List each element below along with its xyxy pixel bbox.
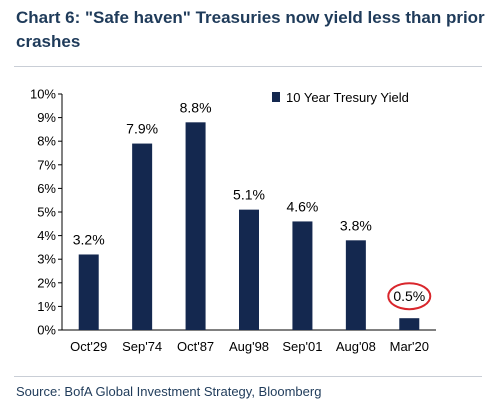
bar [185,122,206,330]
source-note: Source: BofA Global Investment Strategy,… [16,384,322,399]
x-tick-label: Aug'08 [336,339,376,354]
data-label: 8.8% [180,99,212,115]
x-tick-label: Mar'20 [390,339,429,354]
data-label: 3.2% [73,231,105,247]
y-tick-label: 8% [37,134,56,149]
legend-label: 10 Year Tresury Yield [286,90,409,105]
data-label: 3.8% [340,217,372,233]
bar [132,143,153,330]
legend: 10 Year Tresury Yield [272,90,409,105]
y-tick-label: 5% [37,205,56,220]
x-tick-label: Oct'29 [70,339,107,354]
bar [399,318,420,330]
bar [239,209,259,330]
data-label: 4.6% [286,198,318,214]
highlight-circle [387,282,432,311]
bar [292,221,313,330]
x-tick-label: Sep'74 [122,339,162,354]
legend-swatch [272,92,280,102]
x-tick-label: Sep'01 [282,339,322,354]
y-tick-label: 10% [30,87,56,102]
data-label: 7.9% [126,121,158,137]
y-tick-label: 6% [37,181,56,196]
data-label: 5.1% [233,187,265,203]
y-tick-label: 7% [37,157,56,172]
bar [345,240,366,330]
source-rule [14,376,482,377]
bar [78,254,99,330]
y-tick-label: 3% [37,252,56,267]
title-rule [14,66,482,67]
y-axis: 0% 1% 2% 3% 4% 5% 6% 7% 8% 9% 10% [30,87,63,338]
bars [78,122,420,330]
y-tick-label: 4% [37,228,56,243]
data-label: 0.5% [393,288,425,304]
data-labels: 3.2% 7.9% 8.8% 5.1% 4.6% 3.8% 0.5% [73,99,432,311]
x-tick-label: Aug'98 [229,339,269,354]
chart-title: Chart 6: "Safe haven" Treasuries now yie… [16,8,485,51]
y-tick-label: 1% [37,299,56,314]
x-axis: Oct'29 Sep'74 Oct'87 Aug'98 Sep'01 Aug'08 Mar'… [62,329,436,354]
x-tick-label: Oct'87 [177,339,214,354]
y-tick-label: 0% [37,323,56,338]
y-tick-label: 2% [37,275,56,290]
y-tick-label: 9% [37,110,56,125]
